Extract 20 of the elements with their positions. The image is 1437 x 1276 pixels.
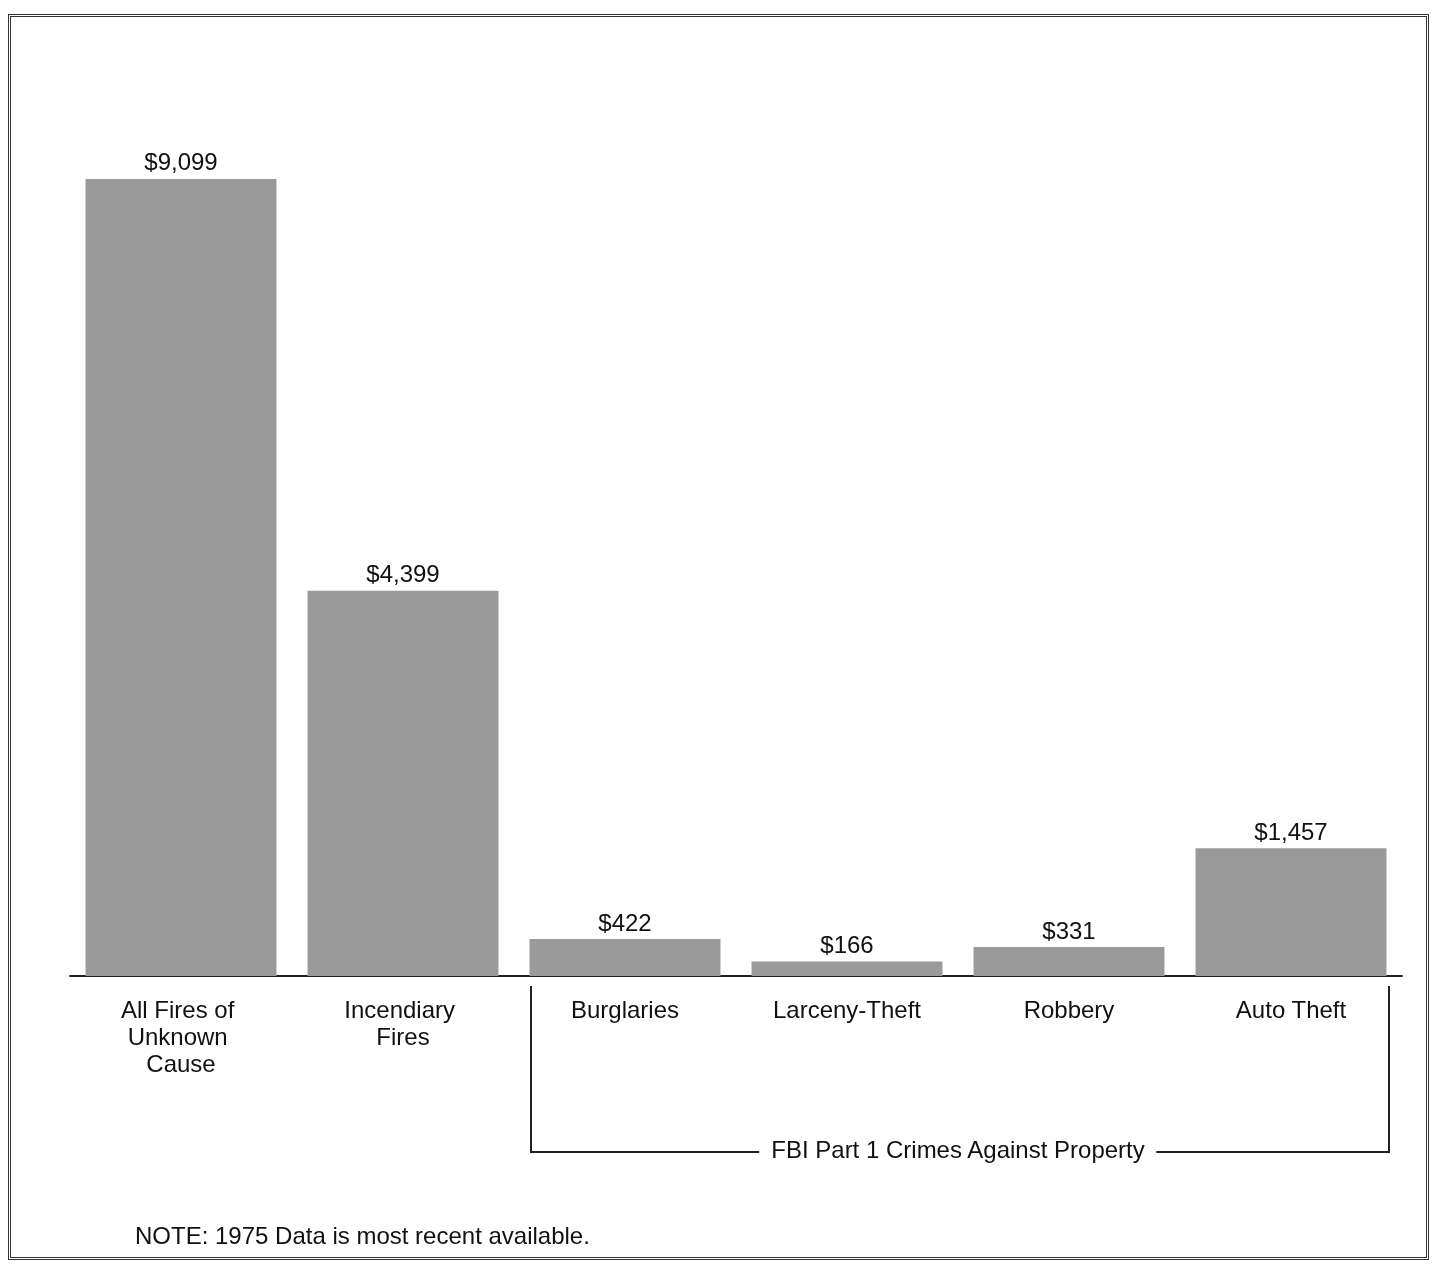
bar [529,939,721,976]
x-tick-label: Robbery [1023,996,1115,1023]
text: FBI Part 1 Crimes Against Property [759,1136,1157,1164]
data-label: $331 [1042,916,1096,944]
text: NOTE: 1975 Data is most recent available. [135,1222,590,1250]
data-label: $422 [598,908,652,936]
x-tick-label: Burglaries [570,996,680,1023]
x-tick-label: Larceny-Theft [772,996,922,1023]
bar [1195,848,1387,976]
bar [751,961,943,976]
bar [973,947,1165,976]
data-label: $1,457 [1254,817,1328,845]
x-tick-label: Auto Theft [1235,996,1347,1023]
bar [85,178,277,976]
data-label: $9,099 [144,148,218,176]
data-label: $4,399 [366,560,440,588]
x-tick-label: Incendiary Fires [344,996,462,1050]
x-tick-label: All Fires of Unknown Cause [120,996,242,1077]
bar [307,590,499,976]
data-label: $166 [820,930,874,958]
